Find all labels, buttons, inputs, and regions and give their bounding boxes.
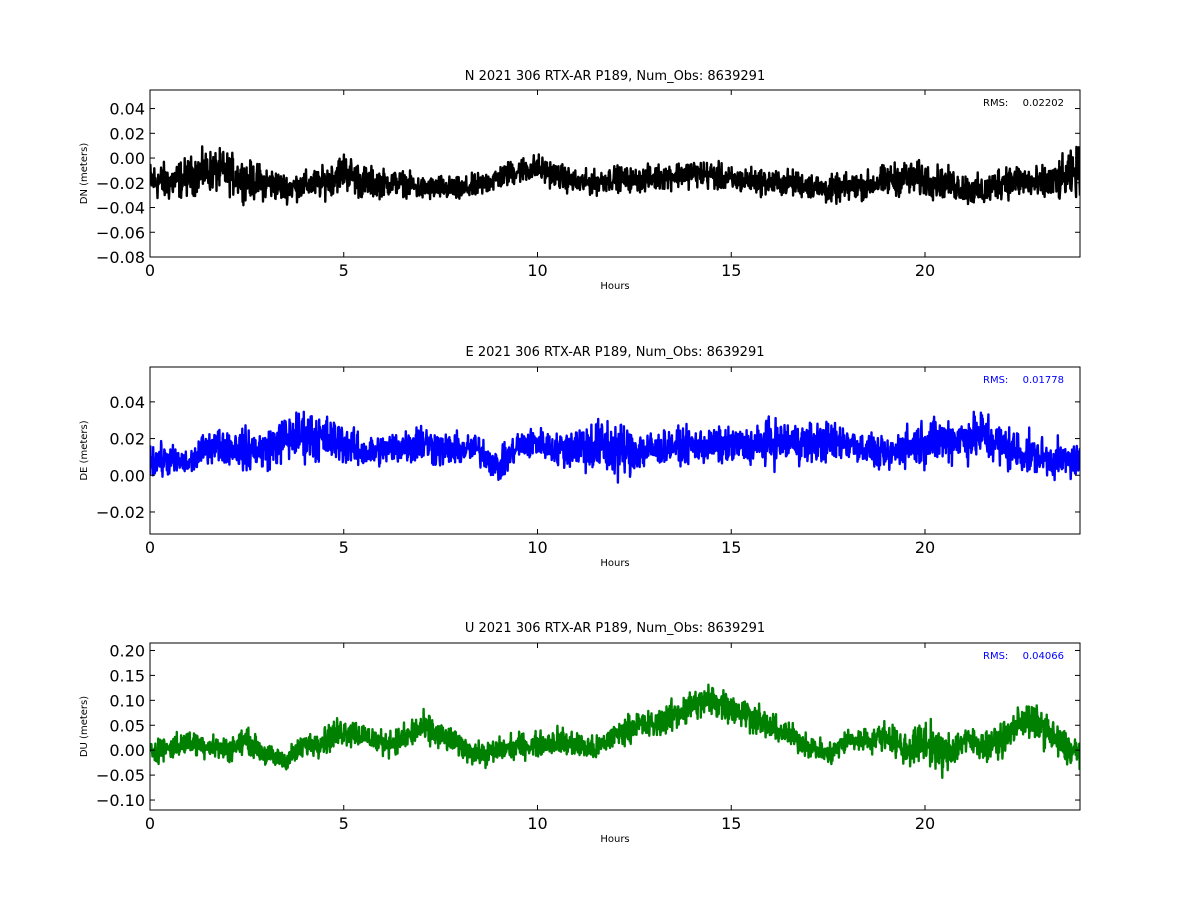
panel-up-title: U 2021 306 RTX-AR P189, Num_Obs: 8639291 [465, 621, 765, 636]
panel-up-xlabel: Hours [600, 834, 629, 845]
panel-north-rms-value: 0.02202 [1023, 98, 1064, 109]
panel-east-ytick-label: 0.02 [109, 430, 145, 449]
panel-up-xtick-label: 10 [527, 814, 547, 833]
panel-north-ytick-label: −0.04 [96, 199, 145, 218]
panel-north-xtick-label: 10 [527, 261, 547, 280]
panel-east-ylabel: DE (meters) [79, 420, 90, 480]
panel-up-ytick-label: 0.15 [109, 666, 145, 685]
panel-up-ytick-label: 0.20 [109, 641, 145, 660]
panel-east-rms-value: 0.01778 [1023, 375, 1064, 386]
panel-east-ytick-label: 0.00 [109, 466, 145, 485]
panel-east-rms-label: RMS: [983, 375, 1008, 386]
panel-north-frame [149, 89, 1081, 258]
panel-up-xtick-label: 5 [339, 814, 349, 833]
panel-east-title: E 2021 306 RTX-AR P189, Num_Obs: 8639291 [466, 345, 765, 360]
panel-north-title: N 2021 306 RTX-AR P189, Num_Obs: 8639291 [465, 69, 765, 84]
panel-north-ytick-label: −0.06 [96, 223, 145, 242]
panel-north-xtick-label: 5 [339, 261, 349, 280]
panel-east-xtick-label: 15 [721, 538, 741, 557]
panel-north-series-line [150, 145, 1080, 207]
panel-up-rms-value: 0.04066 [1023, 651, 1064, 662]
panel-east-frame [149, 366, 1081, 535]
panel-north-xlabel: Hours [600, 281, 629, 292]
panel-east-xtick-label: 5 [339, 538, 349, 557]
panel-up-xtick-label: 15 [721, 814, 741, 833]
panel-east-ytick-label: 0.04 [109, 393, 145, 412]
panel-up-ytick-label: −0.05 [96, 766, 145, 785]
panel-up-ytick-label: −0.10 [96, 791, 145, 810]
panel-up-frame [149, 642, 1081, 811]
panel-north-xtick-label: 0 [145, 261, 155, 280]
panel-east-ytick-label: −0.02 [96, 503, 145, 522]
panel-east-xtick-label: 10 [527, 538, 547, 557]
panel-up-plot-area: 0 5 10 15 20 −0.10 −0.05 0.00 0.05 0.10 0.15 0.20 [96, 641, 1081, 833]
panel-up-ylabel: DU (meters) [79, 696, 90, 757]
panel-east-xtick-label: 0 [145, 538, 155, 557]
panel-up: U 2021 306 RTX-AR P189, Num_Obs: 8639291… [79, 621, 1081, 845]
panel-north-ytick-label: 0.02 [109, 124, 145, 143]
panel-up-rms-label: RMS: [983, 651, 1008, 662]
panel-north-ytick-label: −0.02 [96, 174, 145, 193]
panel-north-rms-label: RMS: [983, 98, 1008, 109]
panel-north-ytick-label: −0.08 [96, 248, 145, 267]
panel-up-ytick-label: 0.10 [109, 691, 145, 710]
panel-up-ytick-label: 0.05 [109, 716, 145, 735]
panel-up-series-line [150, 683, 1080, 779]
panel-north: N 2021 306 RTX-AR P189, Num_Obs: 8639291… [79, 69, 1081, 292]
panel-up-xtick-label: 0 [145, 814, 155, 833]
panel-north-xtick-label: 20 [915, 261, 935, 280]
panel-east: E 2021 306 RTX-AR P189, Num_Obs: 8639291… [79, 345, 1081, 569]
panel-north-ytick-label: 0.00 [109, 149, 145, 168]
panel-east-xlabel: Hours [600, 558, 629, 569]
panel-up-xtick-label: 20 [915, 814, 935, 833]
panel-north-ytick-label: 0.04 [109, 100, 145, 119]
panel-north-plot-area: 0 5 10 15 20 −0.08 −0.06 −0.04 −0.02 0.00 0.02 0.04 [96, 89, 1081, 280]
panel-north-ylabel: DN (meters) [79, 143, 90, 205]
panel-east-series-line [150, 410, 1080, 484]
panel-east-plot-area: 0 5 10 15 20 −0.02 0.00 0.02 0.04 [96, 366, 1081, 557]
panel-east-xtick-label: 20 [915, 538, 935, 557]
panel-up-ytick-label: 0.00 [109, 741, 145, 760]
panel-north-xtick-label: 15 [721, 261, 741, 280]
